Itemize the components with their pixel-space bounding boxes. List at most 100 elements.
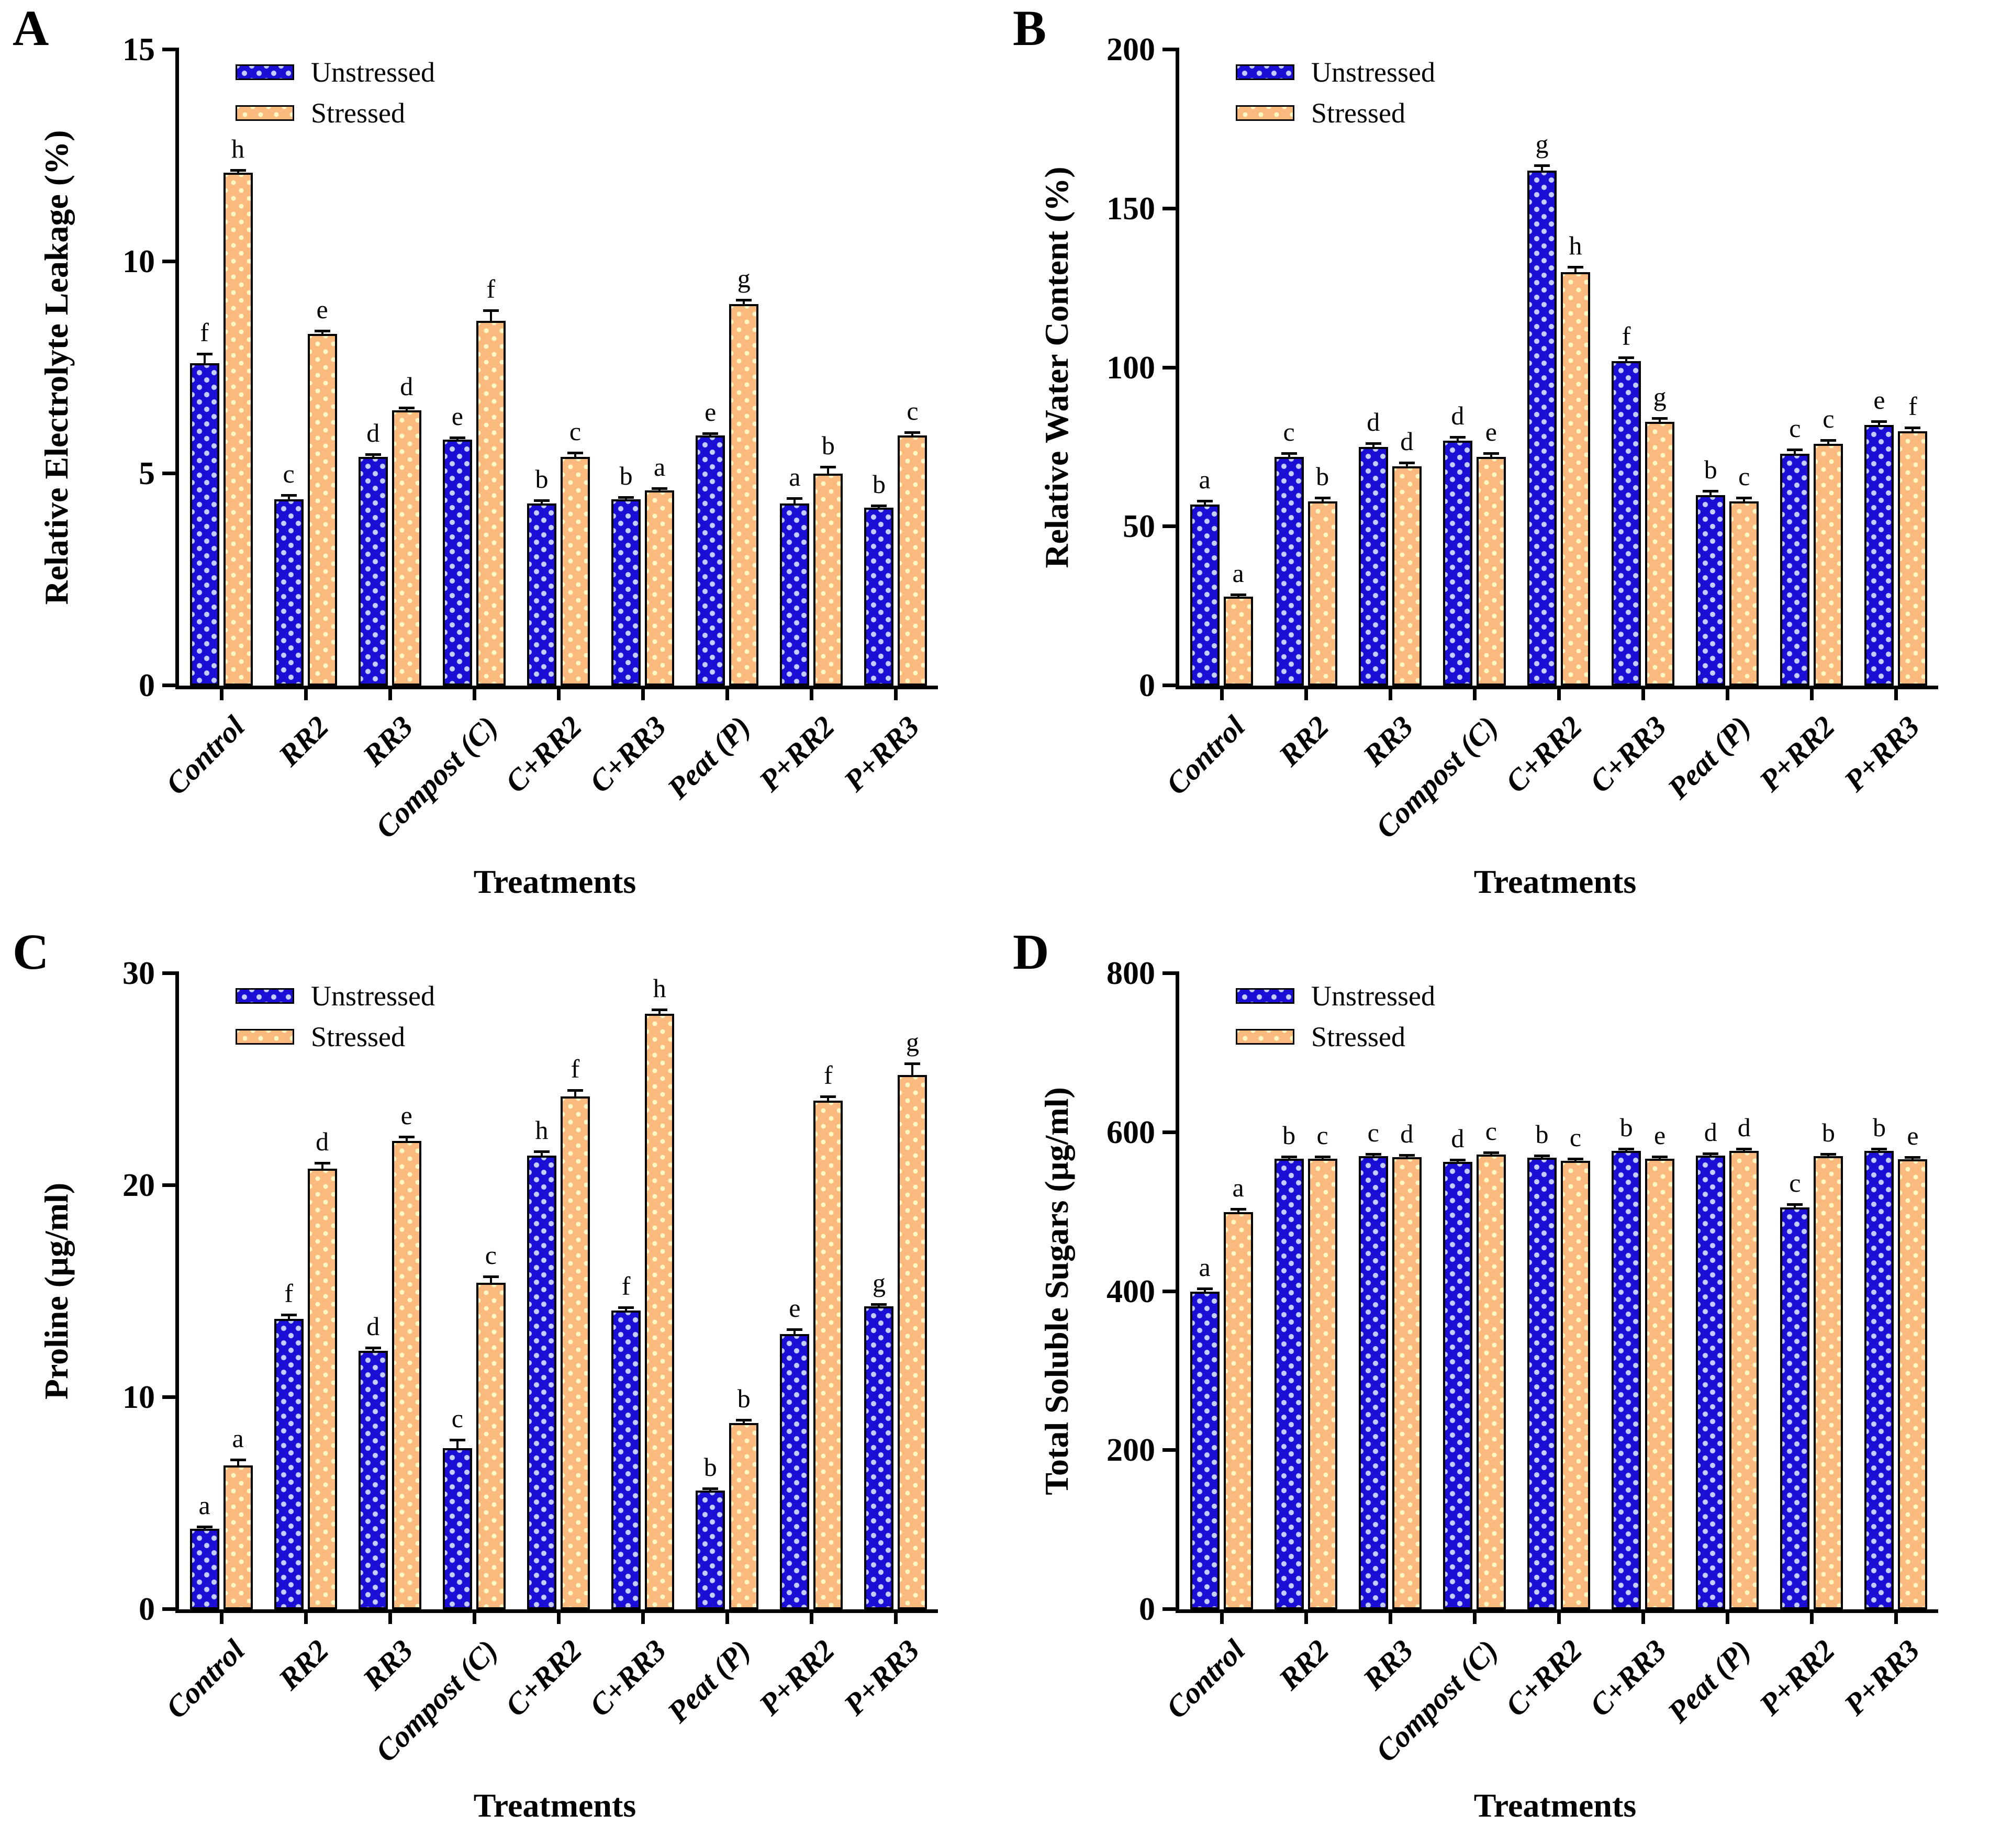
- significance-letter: g: [906, 1027, 919, 1057]
- significance-letter: d: [1704, 1117, 1717, 1147]
- x-category-label-text: Control: [1159, 1633, 1251, 1726]
- error-bar-cap: [1230, 593, 1246, 596]
- x-tick: [641, 1609, 645, 1624]
- bar-a-control-stressed: [223, 172, 253, 686]
- bar-a-c+rr2-unstressed: [527, 503, 556, 686]
- y-axis-title-a: Relative Electrolyte Leakage (%): [38, 130, 75, 605]
- significance-letter: c: [451, 1403, 463, 1433]
- y-axis-title-b: Relative Water Content (%): [1038, 166, 1075, 568]
- error-bar-cap: [567, 1089, 583, 1092]
- error-bar-line: [793, 1328, 796, 1334]
- error-bar-cap: [449, 436, 465, 439]
- bar-b-peat-p--unstressed: [1696, 495, 1726, 686]
- significance-letter: d: [1451, 401, 1465, 431]
- bar-b-c+rr2-unstressed: [1527, 170, 1557, 686]
- error-bar-cap: [1618, 356, 1635, 360]
- y-tick-label: 5: [139, 456, 155, 491]
- bar-c-peat-p--unstressed: [696, 1491, 725, 1609]
- x-axis-title-a: Treatments: [473, 863, 636, 900]
- significance-letter: c: [1738, 461, 1750, 491]
- significance-letter: f: [486, 274, 496, 304]
- x-category-label-text: RR3: [356, 709, 420, 773]
- x-category-label-text: RR3: [356, 1633, 420, 1697]
- x-category-label-text: Control: [159, 1633, 251, 1726]
- x-tick: [1472, 686, 1477, 700]
- error-bar-line: [574, 1089, 576, 1096]
- significance-letter: d: [1400, 426, 1414, 456]
- bar-d-rr2-stressed: [1307, 1158, 1337, 1609]
- error-bar-line: [658, 1008, 661, 1014]
- bar-c-p+rr3-unstressed: [864, 1306, 894, 1609]
- x-tick: [1641, 686, 1646, 700]
- bar-d-p+rr2-stressed: [1814, 1156, 1843, 1609]
- bar-a-c+rr2-stressed: [561, 456, 590, 686]
- significance-letter: c: [907, 396, 919, 425]
- x-category-label-text: C+RR2: [1499, 709, 1589, 800]
- y-tick: [1162, 365, 1179, 369]
- y-tick-label: 150: [1106, 191, 1155, 227]
- x-category-label-text: C+RR2: [498, 709, 589, 800]
- bar-d-peat-p--unstressed: [1696, 1155, 1726, 1609]
- significance-letter: a: [198, 1491, 210, 1520]
- y-tick-label: 800: [1106, 956, 1155, 991]
- x-tick: [894, 686, 898, 700]
- y-tick: [162, 1607, 179, 1611]
- y-tick-label: 15: [122, 32, 155, 68]
- significance-letter: d: [1400, 1118, 1414, 1148]
- error-bar-line: [827, 1095, 830, 1101]
- bar-a-compost-c--stressed: [476, 321, 506, 686]
- x-tick: [219, 686, 223, 700]
- bar-d-control-stressed: [1223, 1212, 1253, 1609]
- error-bar-cap: [1618, 1147, 1635, 1150]
- bar-c-c+rr2-unstressed: [527, 1156, 556, 1609]
- legend-swatch-stressed: [236, 105, 294, 121]
- x-category-label-text: RR2: [1272, 1633, 1336, 1697]
- x-tick: [1810, 686, 1814, 700]
- bar-d-p+rr2-unstressed: [1780, 1207, 1810, 1609]
- bar-c-control-stressed: [223, 1465, 253, 1609]
- y-axis-title-d: Total Soluble Sugars (µg/ml): [1038, 1087, 1075, 1495]
- significance-letter: b: [1282, 1120, 1296, 1150]
- x-tick: [219, 1609, 223, 1624]
- bar-b-p+rr3-unstressed: [1864, 424, 1894, 686]
- y-tick: [1162, 1448, 1179, 1452]
- legend: Unstressed Stressed: [236, 58, 435, 127]
- error-bar-line: [203, 353, 206, 364]
- bar-b-p+rr2-unstressed: [1780, 453, 1810, 686]
- legend-row: Unstressed: [1236, 58, 1435, 86]
- x-axis-title-d: Treatments: [1473, 1787, 1637, 1824]
- y-tick-label: 400: [1106, 1273, 1155, 1309]
- y-tick: [1162, 206, 1179, 210]
- x-axis-title-b: Treatments: [1473, 863, 1637, 900]
- bar-b-compost-c--stressed: [1476, 456, 1506, 686]
- bar-b-c+rr3-stressed: [1645, 421, 1675, 686]
- error-bar-cap: [196, 1526, 213, 1529]
- legend-row: Unstressed: [236, 58, 435, 86]
- y-tick: [162, 684, 179, 687]
- error-bar-line: [405, 1135, 408, 1141]
- x-tick: [1220, 686, 1224, 700]
- error-bar-cap: [1314, 1155, 1331, 1158]
- error-bar-cap: [820, 466, 836, 469]
- significance-letter: e: [1654, 1120, 1666, 1150]
- bar-c-c+rr3-unstressed: [611, 1310, 641, 1609]
- x-axis-title-c: Treatments: [473, 1787, 636, 1824]
- bar-b-compost-c--unstressed: [1443, 441, 1472, 686]
- bar-b-rr2-unstressed: [1274, 456, 1304, 686]
- significance-letter: f: [200, 318, 209, 348]
- error-bar-cap: [871, 504, 887, 507]
- x-tick: [1810, 1609, 1814, 1624]
- error-bar-line: [237, 1459, 239, 1465]
- significance-letter: e: [400, 1100, 412, 1130]
- error-bar-line: [287, 1314, 290, 1319]
- significance-letter: a: [1232, 558, 1244, 588]
- significance-letter: b: [619, 461, 633, 490]
- plot-area-b: 0 50 100 150 200 Control a a RR2 c b RR3 d d Compost (…: [1106, 33, 1938, 845]
- error-bar-cap: [483, 309, 499, 312]
- significance-letter: a: [654, 452, 666, 482]
- significance-letter: a: [1232, 1173, 1244, 1203]
- bar-d-c+rr3-stressed: [1645, 1158, 1675, 1609]
- error-bar-cap: [1281, 452, 1297, 455]
- x-tick: [810, 1609, 814, 1624]
- bar-b-control-stressed: [1223, 596, 1253, 686]
